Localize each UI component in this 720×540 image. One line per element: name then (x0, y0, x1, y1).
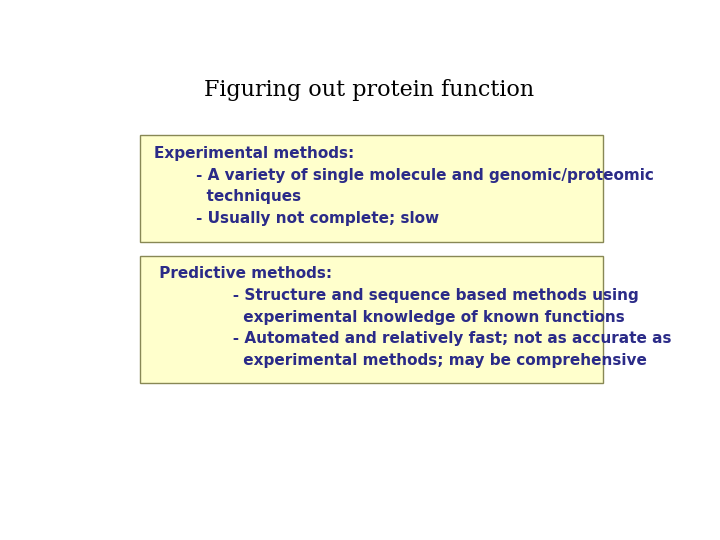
Text: Experimental methods:: Experimental methods: (154, 146, 354, 161)
Text: - Automated and relatively fast; not as accurate as: - Automated and relatively fast; not as … (154, 332, 672, 346)
Text: techniques: techniques (154, 189, 301, 204)
Text: - Usually not complete; slow: - Usually not complete; slow (154, 211, 439, 226)
Text: experimental knowledge of known functions: experimental knowledge of known function… (154, 310, 625, 325)
Text: experimental methods; may be comprehensive: experimental methods; may be comprehensi… (154, 353, 647, 368)
Text: - A variety of single molecule and genomic/proteomic: - A variety of single molecule and genom… (154, 167, 654, 183)
Text: Figuring out protein function: Figuring out protein function (204, 79, 534, 102)
FancyBboxPatch shape (140, 136, 603, 241)
FancyBboxPatch shape (140, 256, 603, 383)
Text: Predictive methods:: Predictive methods: (154, 266, 333, 281)
Text: - Structure and sequence based methods using: - Structure and sequence based methods u… (154, 288, 639, 303)
